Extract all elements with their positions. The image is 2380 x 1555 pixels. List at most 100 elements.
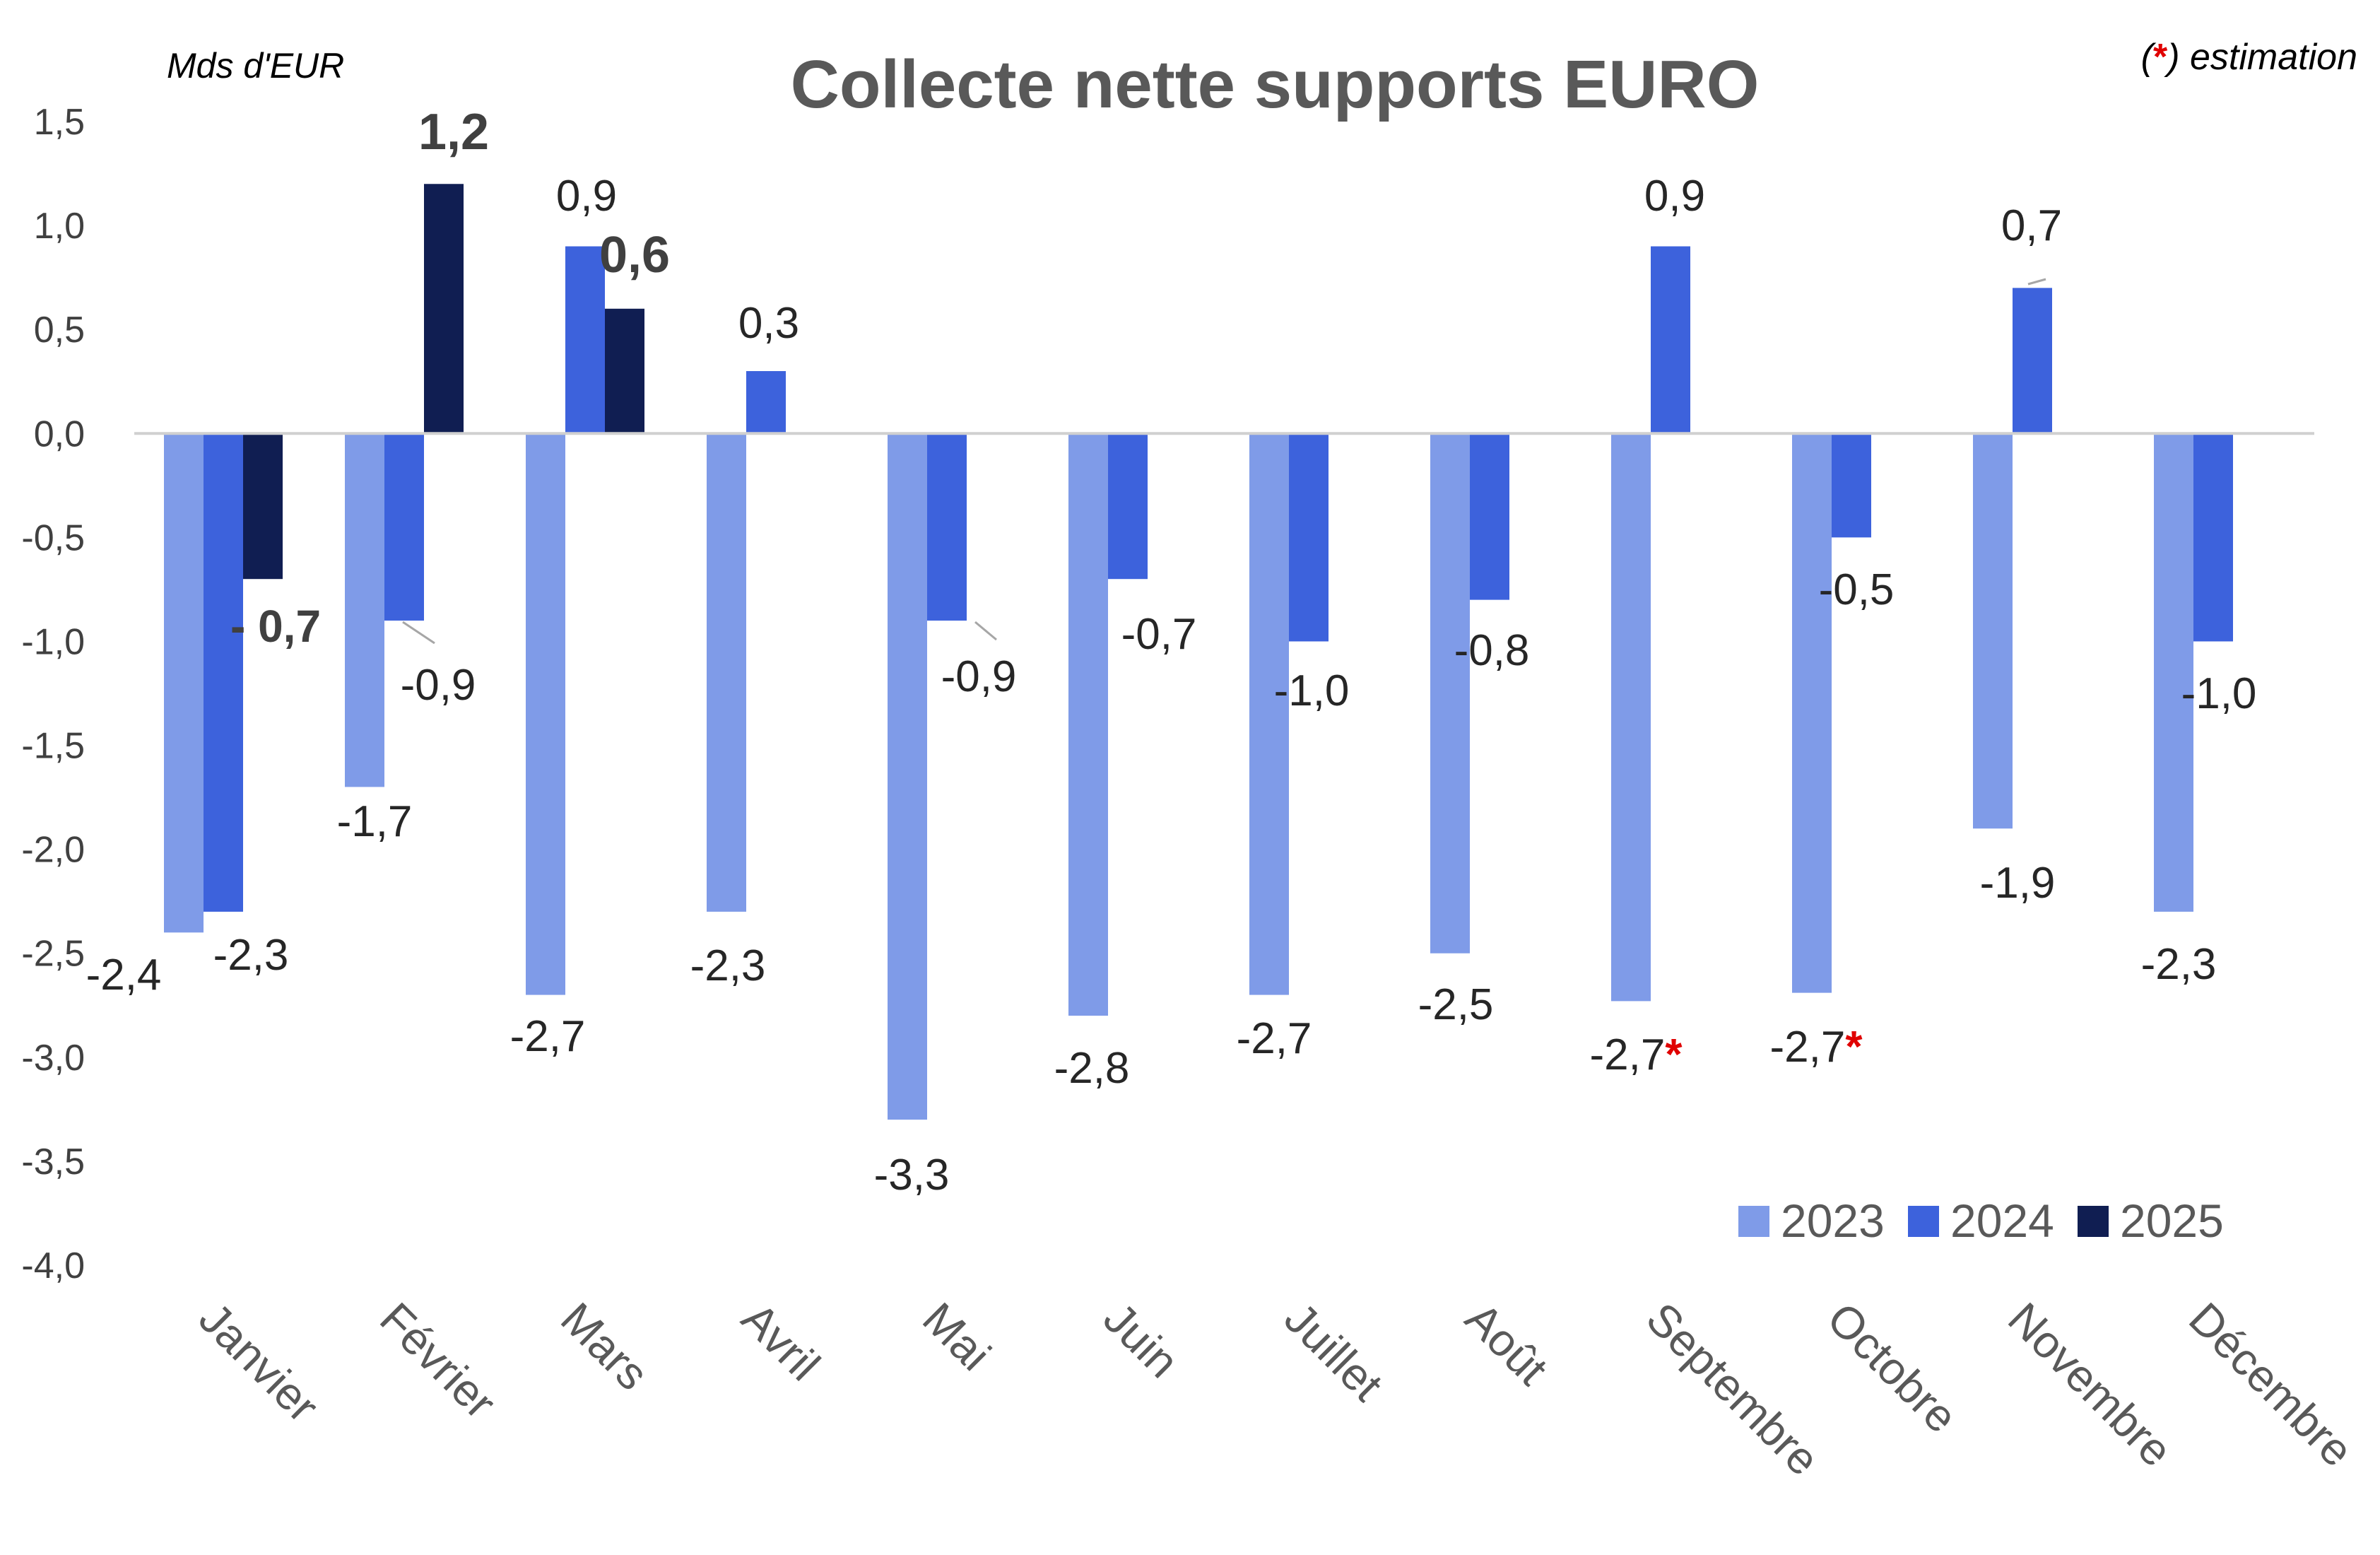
data-labels: -2,4 -1,7 -2,7 -2,3 -3,3 -2,8 -2,7 -2,5 -2,7* -2,… <box>86 104 2257 1199</box>
data-label-2024-Janvier: -2,3 <box>213 931 289 980</box>
bar-2023-Août <box>1430 433 1470 953</box>
data-label-2023-Avril: -2,3 <box>690 941 766 990</box>
data-label-2024-Juin: -0,7 <box>1121 610 1197 659</box>
data-label-2023-Août: -2,5 <box>1418 980 1494 1029</box>
legend-label-2023: 2023 <box>1781 1195 1885 1247</box>
legend-swatch-2023 <box>1738 1206 1769 1237</box>
data-label-2023-Octobre: -2,7* <box>1770 1023 1863 1072</box>
bar-2024-Décembre <box>2193 433 2233 642</box>
data-label-2023-Janvier: -2,4 <box>86 951 162 999</box>
y-axis: 1,5 1,0 0,5 0,0 -0,5 -1,0 -1,5 -2,0 -2,5 -3,0 -3,5… <box>21 102 85 1286</box>
bar-2024-Septembre <box>1651 246 1690 434</box>
y-tick-label: -1,5 <box>21 726 85 767</box>
bar-2025-Janvier <box>243 433 283 580</box>
bar-2023-Février <box>345 433 384 787</box>
bar-2024-Novembre <box>2013 288 2052 434</box>
note-open: ( <box>2141 37 2157 78</box>
data-label-2023-Novembre: -1,9 <box>1980 859 2056 908</box>
y-tick-label: -4,0 <box>21 1245 85 1286</box>
label-leader-line <box>974 621 997 641</box>
bar-2024-Octobre <box>1832 433 1871 538</box>
y-tick-label: -2,0 <box>21 830 85 871</box>
bar-2024-Janvier <box>204 433 243 912</box>
data-label-2025-Mars: 0,6 <box>599 227 670 283</box>
data-label-2023-Décembre: -2,3 <box>2141 940 2217 989</box>
x-tick-label-Février: Février <box>370 1293 506 1428</box>
note-star: * <box>2153 37 2168 78</box>
bar-2023-Novembre <box>1973 433 2013 829</box>
data-label-2024-Août: -0,8 <box>1454 626 1530 675</box>
bar-2023-Juin <box>1068 433 1108 1016</box>
y-tick-label: 1,5 <box>34 102 85 143</box>
y-tick-label: -0,5 <box>21 517 85 558</box>
data-label-2024-Février: -0,9 <box>401 661 476 710</box>
data-label-2024-Décembre: -1,0 <box>2181 669 2257 718</box>
legend-label-2025: 2025 <box>2120 1195 2224 1247</box>
x-tick-label-Juillet: Juillet <box>1275 1293 1393 1411</box>
data-label-2024-Septembre: 0,9 <box>1644 172 1705 221</box>
bar-2023-Septembre <box>1611 433 1651 1002</box>
data-label-2023-Mars: -2,7 <box>510 1012 586 1061</box>
bar-2023-Décembre <box>2154 433 2193 912</box>
note-rest: ) estimation <box>2163 37 2357 78</box>
bar-2023-Juillet <box>1249 433 1289 995</box>
y-axis-unit-label: Mds d'EUR <box>167 46 344 86</box>
data-label-2025-Janvier: - 0,7 <box>230 601 321 652</box>
data-label-2024-Avril: 0,3 <box>738 299 799 348</box>
label-leader-line <box>402 621 435 645</box>
data-label-2024-Juillet: -1,0 <box>1274 667 1350 715</box>
bar-2023-Mars <box>526 433 565 995</box>
x-tick-label-Août: Août <box>1456 1293 1557 1395</box>
estimation-note: (*) estimation <box>2141 37 2357 78</box>
data-label-2024-Mars: 0,9 <box>556 172 617 221</box>
bar-2024-Février <box>384 433 424 621</box>
bar-2024-Mai <box>927 433 967 621</box>
data-label-2023-Septembre: -2,7* <box>1590 1031 1683 1079</box>
data-label-2023-Juin: -2,8 <box>1054 1044 1130 1093</box>
y-tick-label: -2,5 <box>21 934 85 975</box>
legend-swatch-2025 <box>2078 1206 2109 1237</box>
estimation-star: * <box>1845 1023 1863 1072</box>
estimation-star: * <box>1665 1031 1683 1079</box>
y-tick-label: 1,0 <box>34 206 85 247</box>
x-axis: Janvier Février Mars Avril Mai Juin Juillet Aoû… <box>189 1293 2363 1485</box>
x-tick-label-Mars: Mars <box>551 1293 658 1400</box>
bar-2023-Janvier <box>164 433 204 933</box>
bar-2023-Mai <box>888 433 927 1120</box>
data-label-2023-Février: -1,7 <box>337 797 413 846</box>
bar-2024-Juin <box>1108 433 1148 580</box>
bar-2024-Août <box>1470 433 1509 600</box>
x-tick-label-Juin: Juin <box>1094 1293 1189 1387</box>
x-tick-label-Mai: Mai <box>913 1293 1001 1380</box>
data-label-2024-Novembre: 0,7 <box>2001 201 2062 250</box>
x-tick-label-Avril: Avril <box>732 1293 830 1390</box>
x-tick-label-Novembre: Novembre <box>1998 1293 2182 1477</box>
bar-2025-Février <box>424 184 464 434</box>
y-tick-label: -3,0 <box>21 1038 85 1079</box>
legend: 2023 2024 2025 <box>1738 1195 2224 1247</box>
legend-label-2024: 2024 <box>1950 1195 2054 1247</box>
data-label-2024-Mai: -0,9 <box>941 652 1017 701</box>
data-label-2023-Mai: -3,3 <box>874 1151 950 1199</box>
x-tick-label-Décembre: Décembre <box>2179 1293 2363 1477</box>
data-label-2023-Juillet: -2,7 <box>1237 1014 1312 1063</box>
label-leader-line <box>2027 278 2046 286</box>
y-tick-label: -3,5 <box>21 1142 85 1183</box>
bar-2023-Avril <box>707 433 746 912</box>
bars <box>164 184 2233 1120</box>
x-tick-label-Octobre: Octobre <box>1818 1293 1967 1443</box>
data-label-2024-Octobre: -0,5 <box>1819 565 1895 614</box>
chart-title: Collecte nette supports EURO <box>791 47 1760 122</box>
legend-swatch-2024 <box>1908 1206 1939 1237</box>
bar-2024-Mars <box>565 246 605 434</box>
bar-2023-Octobre <box>1792 433 1832 993</box>
bar-2024-Juillet <box>1289 433 1329 642</box>
y-tick-label: 0,5 <box>34 310 85 351</box>
bar-2025-Mars <box>605 308 644 434</box>
x-tick-label-Septembre: Septembre <box>1637 1293 1829 1485</box>
x-tick-label-Janvier: Janvier <box>189 1293 329 1432</box>
data-label-2025-Février: 1,2 <box>418 104 489 160</box>
y-tick-label: -1,0 <box>21 621 85 662</box>
bar-2024-Avril <box>746 371 786 434</box>
